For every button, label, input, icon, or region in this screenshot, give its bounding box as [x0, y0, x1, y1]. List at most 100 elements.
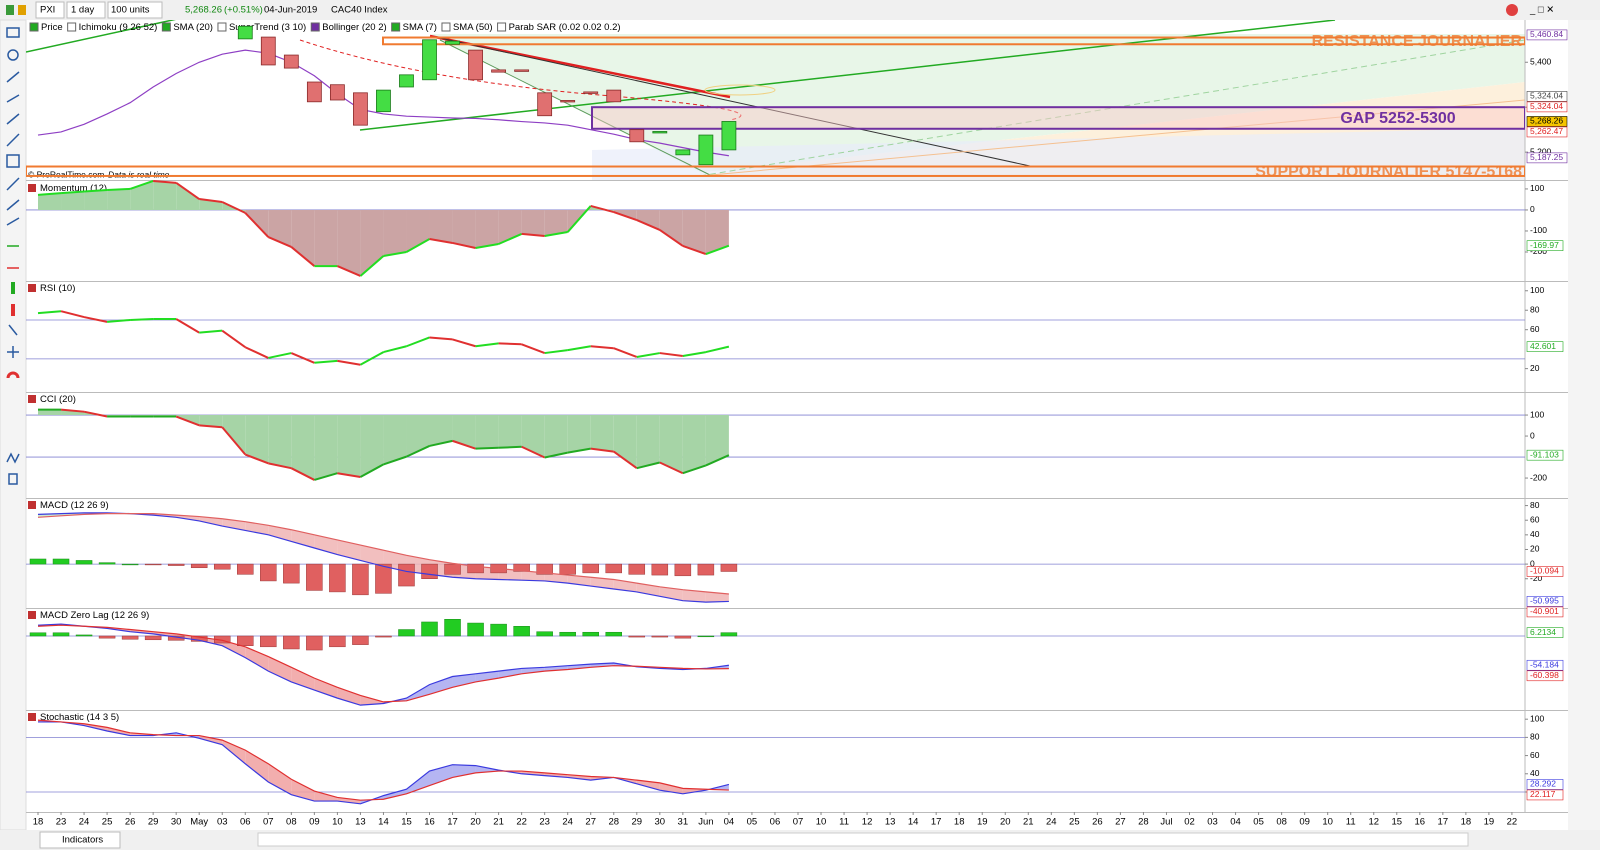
- legend-checkbox[interactable]: [29, 22, 39, 32]
- indicator-segment: [107, 187, 131, 191]
- panel-title: MACD Zero Lag (12 26 9): [40, 610, 149, 621]
- annotation-text: RESISTANCE JOURNALIER: [1312, 33, 1523, 50]
- histogram-bar: [237, 563, 254, 575]
- band-fill: [475, 671, 499, 682]
- sma-line: [37, 49, 729, 157]
- symbol-box[interactable]: [35, 1, 65, 19]
- x-tick-label: 06: [240, 817, 251, 828]
- scrollbar[interactable]: [257, 832, 1469, 847]
- trend-line: [439, 37, 1031, 167]
- indicator-segment: [199, 424, 223, 429]
- area-fill: [498, 415, 522, 448]
- legend-checkbox[interactable]: [67, 22, 77, 32]
- legend-entry[interactable]: Ichimoku (9 26 52): [79, 22, 158, 33]
- band-fill: [544, 572, 568, 584]
- legend-checkbox[interactable]: [391, 22, 401, 32]
- indicator-segment: [636, 352, 660, 358]
- histogram-bar: [144, 635, 162, 641]
- band-fill: [107, 727, 131, 736]
- legend-checkbox[interactable]: [310, 22, 320, 32]
- y-tick-label: 20: [1530, 363, 1540, 373]
- x-tick-label: 14: [378, 817, 389, 828]
- band-fill: [291, 779, 315, 802]
- tool-icons[interactable]: [6, 27, 20, 485]
- sma-dashed: [299, 39, 742, 121]
- panel-title: RSI (10): [40, 283, 75, 294]
- indicator-segment: [221, 329, 246, 349]
- area-fill: [153, 180, 177, 210]
- area-fill: [268, 415, 292, 469]
- y-tick-label: 5,400: [1530, 56, 1552, 66]
- area-fill: [245, 415, 269, 464]
- area-fill: [360, 415, 384, 477]
- date: 04-Jun-2019: [264, 5, 317, 16]
- legend-checkbox[interactable]: [161, 22, 171, 32]
- legend-checkbox[interactable]: [217, 22, 227, 32]
- histogram-bar: [306, 563, 323, 591]
- x-tick-label: 21: [493, 817, 504, 828]
- legend-entry[interactable]: SMA (20): [173, 22, 213, 33]
- candle: [537, 92, 553, 117]
- value-label-box: [1526, 596, 1564, 607]
- candle: [399, 74, 414, 88]
- histogram-bar: [52, 558, 70, 565]
- units[interactable]: 100 units: [111, 5, 150, 16]
- y-tick-label: 40: [1530, 529, 1540, 539]
- candle: [445, 40, 460, 45]
- indicators-button[interactable]: [39, 831, 121, 849]
- band-fill: [245, 646, 269, 672]
- units-box[interactable]: [107, 1, 163, 19]
- legend-entry[interactable]: SMA (7): [403, 22, 437, 33]
- icon[interactable]: [1506, 4, 1518, 16]
- legend-entry[interactable]: Price: [41, 22, 63, 33]
- indicator-segment: [337, 359, 361, 366]
- indicator-segment: [221, 201, 246, 214]
- area-fill: [682, 209, 706, 255]
- legend-entry[interactable]: SuperTrend (3 10): [229, 22, 306, 33]
- price-label: 5,324.04: [1530, 91, 1563, 101]
- period-box[interactable]: [66, 1, 106, 19]
- indicator-segment: [682, 351, 707, 357]
- x-tick-label: 24: [562, 817, 573, 828]
- indicators-label[interactable]: Indicators: [62, 835, 103, 846]
- indicator-segment: [175, 182, 200, 200]
- x-tick-label: 07: [263, 817, 274, 828]
- window-controls[interactable]: _ □ ✕: [1529, 5, 1554, 16]
- y-tick-label: 0: [1530, 430, 1535, 440]
- indicator-line: [37, 512, 729, 603]
- x-tick-label: 13: [885, 817, 896, 828]
- x-tick-label: 24: [1046, 817, 1057, 828]
- indicator-segment: [60, 190, 85, 195]
- histogram-bar: [421, 621, 438, 637]
- legend-checkbox[interactable]: [497, 22, 507, 32]
- last-price: 5,268.26: [185, 5, 222, 16]
- symbol[interactable]: PXI: [40, 5, 55, 16]
- icon[interactable]: [18, 5, 26, 15]
- price-label: 5,460.84: [1530, 29, 1563, 39]
- histogram-bar: [283, 563, 300, 584]
- band-fill: [291, 529, 315, 549]
- histogram-bar: [213, 563, 231, 570]
- indicator-segment: [129, 180, 154, 190]
- y-tick-label: -200: [1530, 472, 1547, 482]
- indicator-segment: [498, 342, 522, 346]
- period[interactable]: 1 day: [71, 5, 94, 16]
- y-tick-label: -100: [1530, 225, 1547, 235]
- legend-entry[interactable]: SMA (50): [453, 22, 493, 33]
- x-tick-label: Jun: [698, 817, 713, 828]
- price-label: 5,187.25: [1530, 152, 1563, 162]
- legend-checkbox[interactable]: [441, 22, 451, 32]
- histogram-bar: [444, 563, 461, 575]
- histogram-bar: [306, 635, 323, 651]
- area-fill: [314, 209, 338, 267]
- x-tick-label: 17: [931, 817, 942, 828]
- x-tick-label: 11: [839, 817, 849, 828]
- icon[interactable]: [6, 5, 14, 15]
- legend-entry[interactable]: Parab SAR (0.02 0.02 0.2): [509, 22, 621, 33]
- candle: [468, 49, 483, 81]
- panel-title: Momentum (12): [40, 183, 107, 194]
- indicator-segment: [268, 352, 292, 359]
- legend-entry[interactable]: Bollinger (20 2): [322, 22, 386, 33]
- x-tick-label: 12: [862, 817, 873, 828]
